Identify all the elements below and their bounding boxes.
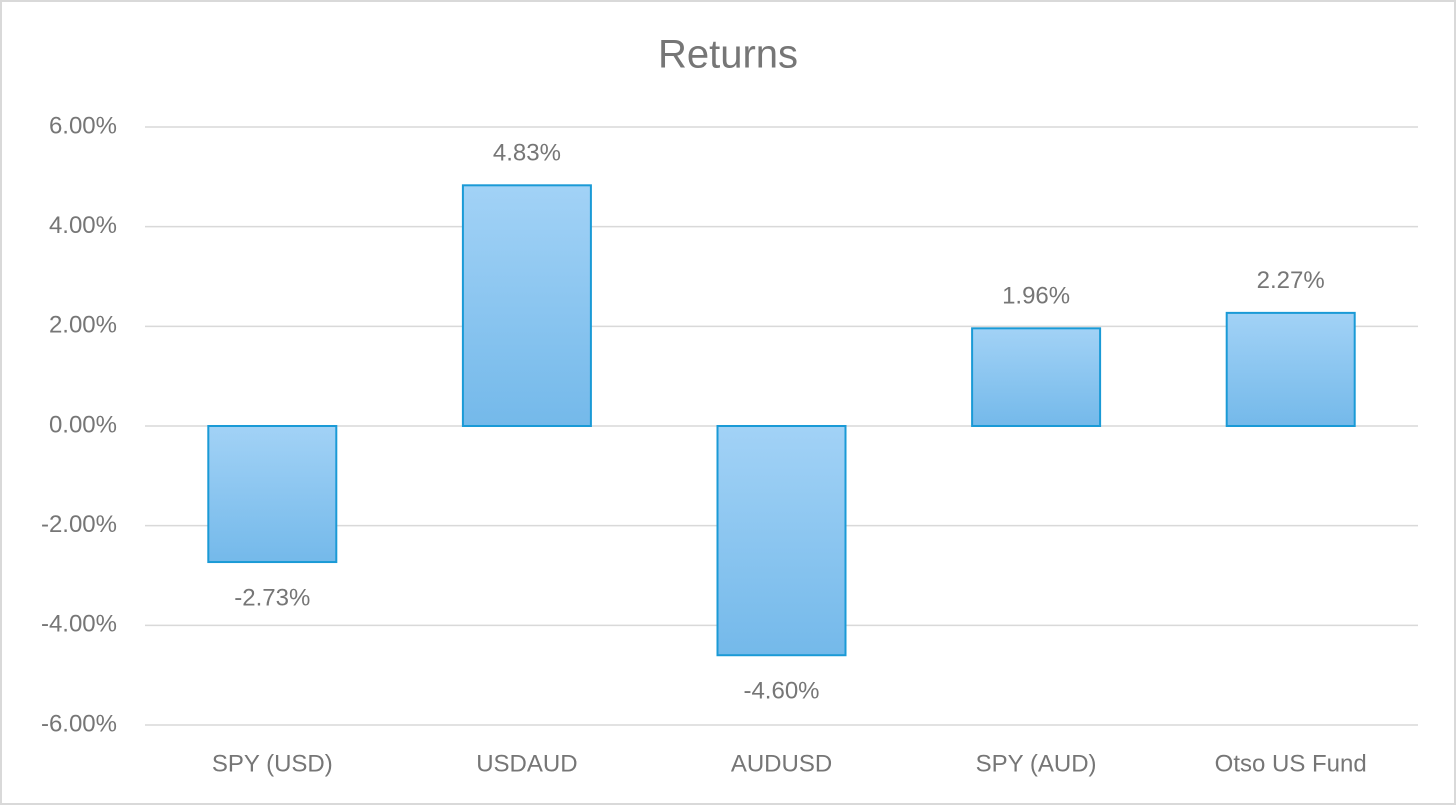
y-tick-label: 6.00% xyxy=(49,112,117,139)
x-tick-label: USDAUD xyxy=(476,750,577,777)
bar xyxy=(971,327,1102,427)
chart-title: Returns xyxy=(658,33,798,77)
bar xyxy=(207,425,338,564)
data-label: -2.73% xyxy=(234,584,310,611)
data-label: -4.60% xyxy=(743,678,819,705)
y-tick-label: -4.00% xyxy=(41,611,117,638)
bar xyxy=(716,425,847,657)
bar xyxy=(1225,311,1356,427)
y-tick-label: -2.00% xyxy=(41,511,117,538)
data-label: 1.96% xyxy=(1002,283,1070,310)
x-tick-label: SPY (USD) xyxy=(212,750,333,777)
x-tick-label: Otso US Fund xyxy=(1215,750,1367,777)
x-tick-label: SPY (AUD) xyxy=(976,750,1097,777)
data-label: 2.27% xyxy=(1257,267,1325,294)
x-tick-label: AUDUSD xyxy=(731,750,832,777)
bar xyxy=(461,184,592,427)
y-tick-label: 2.00% xyxy=(49,312,117,339)
y-tick-label: 4.00% xyxy=(49,212,117,239)
y-tick-label: -6.00% xyxy=(41,710,117,737)
y-tick-label: 0.00% xyxy=(49,411,117,438)
data-label: 4.83% xyxy=(493,140,561,167)
